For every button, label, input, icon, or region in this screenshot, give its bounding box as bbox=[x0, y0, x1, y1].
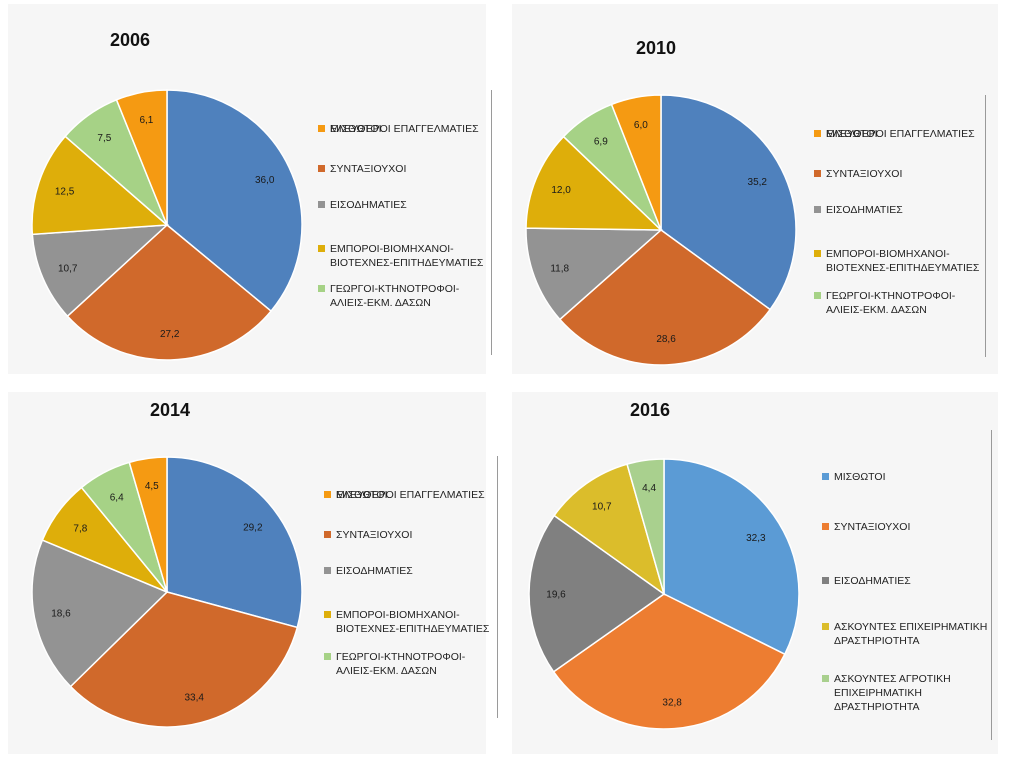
pie-slice bbox=[663, 458, 800, 656]
slice-value-label: 32,8 bbox=[662, 698, 682, 709]
legend-label: ΜΙΣΘΩΤΟΙ bbox=[330, 123, 382, 135]
legend-label: ΣΥΝΤΑΞΙΟΥΧΟΙ bbox=[826, 168, 903, 180]
legend-swatch bbox=[318, 165, 325, 172]
pie-chart: 36,0 27,2 10,7 12,5 7,5 6,1 bbox=[31, 89, 303, 361]
slice-value-label: 7,5 bbox=[97, 133, 111, 144]
slice-value-label: 35,2 bbox=[748, 177, 768, 188]
pie-slice bbox=[558, 229, 772, 366]
slice-value-label: 6,0 bbox=[634, 120, 648, 131]
pie-chart: 29,2 33,4 18,6 7,8 6,4 4,5 bbox=[31, 456, 303, 728]
legend-swatch bbox=[318, 245, 325, 252]
legend-swatch bbox=[822, 577, 829, 584]
legend-swatch bbox=[814, 250, 821, 257]
chart-title: 2010 bbox=[635, 38, 677, 58]
legend-label: ΕΙΣΟΔΗΜΑΤΙΕΣ bbox=[834, 575, 911, 587]
legend-swatch bbox=[318, 125, 325, 132]
pie-slice bbox=[553, 463, 666, 596]
legend-swatch bbox=[324, 491, 331, 498]
slice-value-label: 11,8 bbox=[550, 264, 569, 275]
legend-divider bbox=[991, 430, 992, 740]
slice-value-label: 33,4 bbox=[184, 693, 204, 704]
pie-slice bbox=[128, 456, 168, 593]
slice-value-label: 36,0 bbox=[255, 175, 275, 186]
legend-divider bbox=[985, 95, 986, 357]
slice-value-label: 27,2 bbox=[160, 329, 180, 340]
pie-slice bbox=[31, 224, 170, 318]
legend-swatch bbox=[324, 653, 331, 660]
slice-value-label: 4,5 bbox=[145, 481, 159, 492]
pie-slice bbox=[66, 224, 273, 361]
legend-label: ΕΙΣΟΔΗΜΑΤΙΕΣ bbox=[336, 565, 413, 577]
legend-swatch bbox=[324, 611, 331, 618]
slice-value-label: 7,8 bbox=[73, 524, 87, 535]
legend-label: ΕΜΠΟΡΟΙ-ΒΙΟΜΗΧΑΝΟΙ- ΒΙΟΤΕΧΝΕΣ-ΕΠΙΤΗΔΕΥΜΑ… bbox=[336, 609, 490, 635]
chart-title: 2016 bbox=[629, 400, 671, 420]
pie-slice bbox=[166, 89, 303, 313]
pie-slice bbox=[115, 89, 168, 226]
legend-label: ΑΣΚΟΥΝΤΕΣ ΑΓΡΟΤΙΚΗ ΕΠΙΧΕΙΡΗΜΑΤΙΚΗ ΔΡΑΣΤΗ… bbox=[834, 673, 951, 713]
slice-value-label: 19,6 bbox=[546, 590, 566, 601]
legend-swatch bbox=[814, 292, 821, 299]
pie-slice bbox=[525, 227, 663, 321]
legend-label: ΓΕΩΡΓΟΙ-ΚΤΗΝΟΤΡΟΦΟΙ- ΑΛΙΕΙΣ-ΕΚΜ. ΔΑΣΩΝ bbox=[826, 290, 956, 316]
pie-chart: 32,3 32,8 19,6 10,7 4,4 bbox=[528, 458, 800, 730]
slice-value-label: 10,7 bbox=[592, 502, 612, 513]
pie-slice bbox=[552, 593, 786, 730]
legend-swatch bbox=[822, 473, 829, 480]
pie-slice bbox=[69, 591, 299, 728]
legend-label: ΣΥΝΤΑΞΙΟΥΧΟΙ bbox=[330, 163, 407, 175]
slice-value-label: 6,1 bbox=[139, 115, 153, 126]
chart-title: 2006 bbox=[109, 30, 151, 50]
legend-label: ΜΙΣΘΩΤΟΙ bbox=[826, 128, 878, 140]
pie-slice bbox=[610, 94, 662, 231]
legend-swatch bbox=[318, 201, 325, 208]
slice-value-label: 12,5 bbox=[55, 187, 75, 198]
legend-label: ΣΥΝΤΑΞΙΟΥΧΟΙ bbox=[834, 521, 911, 533]
legend-swatch bbox=[814, 206, 821, 213]
legend-label: ΜΙΣΘΩΤΟΙ bbox=[336, 489, 388, 501]
legend-swatch bbox=[814, 130, 821, 137]
pie-chart: 35,2 28,6 11,8 12,0 6,9 6,0 bbox=[525, 94, 797, 366]
pie-slice bbox=[31, 135, 169, 236]
legend-label: ΕΛΕΥΘΕΡΟΙ ΕΠΑΓΓΕΛΜΑΤΙΕΣ bbox=[330, 123, 479, 135]
slice-value-label: 10,7 bbox=[58, 264, 78, 275]
slice-value-label: 6,4 bbox=[110, 492, 124, 503]
legend-swatch bbox=[822, 623, 829, 630]
pie-slice bbox=[525, 135, 663, 231]
legend-label: ΓΕΩΡΓΟΙ-ΚΤΗΝΟΤΡΟΦΟΙ- ΑΛΙΕΙΣ-ΕΚΜ. ΔΑΣΩΝ bbox=[336, 651, 466, 677]
legend-swatch bbox=[324, 531, 331, 538]
slice-value-label: 29,2 bbox=[243, 522, 263, 533]
legend-swatch bbox=[822, 523, 829, 530]
legend-label: ΜΙΣΘΩΤΟΙ bbox=[834, 471, 886, 483]
legend-label: ΕΙΣΟΔΗΜΑΤΙΕΣ bbox=[330, 199, 407, 211]
legend-swatch bbox=[814, 170, 821, 177]
slice-value-label: 18,6 bbox=[51, 608, 71, 619]
legend-divider bbox=[491, 90, 492, 355]
legend-label: ΑΣΚΟΥΝΤΕΣ ΕΠΙΧΕΙΡΗΜΑΤΙΚΗ ΔΡΑΣΤΗΡΙΟΤΗΤΑ bbox=[834, 621, 988, 647]
slice-value-label: 6,9 bbox=[594, 136, 608, 147]
legend-label: ΕΛΕΥΘΕΡΟΙ ΕΠΑΓΓΕΛΜΑΤΙΕΣ bbox=[826, 128, 975, 140]
chart-title: 2014 bbox=[149, 400, 191, 420]
legend-label: ΕΛΕΥΘΕΡΟΙ ΕΠΑΓΓΕΛΜΑΤΙΕΣ bbox=[336, 489, 485, 501]
pie-slice bbox=[31, 539, 169, 688]
slice-value-label: 4,4 bbox=[642, 483, 656, 494]
legend-swatch bbox=[318, 285, 325, 292]
legend-label: ΕΙΣΟΔΗΜΑΤΙΕΣ bbox=[826, 204, 903, 216]
legend-label: ΕΜΠΟΡΟΙ-ΒΙΟΜΗΧΑΝΟΙ- ΒΙΟΤΕΧΝΕΣ-ΕΠΙΤΗΔΕΥΜΑ… bbox=[826, 248, 980, 274]
legend-divider bbox=[497, 456, 498, 718]
legend-label: ΓΕΩΡΓΟΙ-ΚΤΗΝΟΤΡΟΦΟΙ- ΑΛΙΕΙΣ-ΕΚΜ. ΔΑΣΩΝ bbox=[330, 283, 460, 309]
slice-value-label: 32,3 bbox=[746, 533, 766, 544]
legend-label: ΕΜΠΟΡΟΙ-ΒΙΟΜΗΧΑΝΟΙ- ΒΙΟΤΕΧΝΕΣ-ΕΠΙΤΗΔΕΥΜΑ… bbox=[330, 243, 484, 269]
pie-slice bbox=[528, 514, 666, 673]
pie-slice bbox=[626, 458, 665, 595]
pie-slice bbox=[660, 94, 797, 311]
pie-slice bbox=[166, 456, 303, 629]
legend-swatch bbox=[324, 567, 331, 574]
slice-value-label: 28,6 bbox=[656, 334, 676, 345]
slice-value-label: 12,0 bbox=[551, 185, 571, 196]
legend-label: ΣΥΝΤΑΞΙΟΥΧΟΙ bbox=[336, 529, 413, 541]
legend-swatch bbox=[822, 675, 829, 682]
